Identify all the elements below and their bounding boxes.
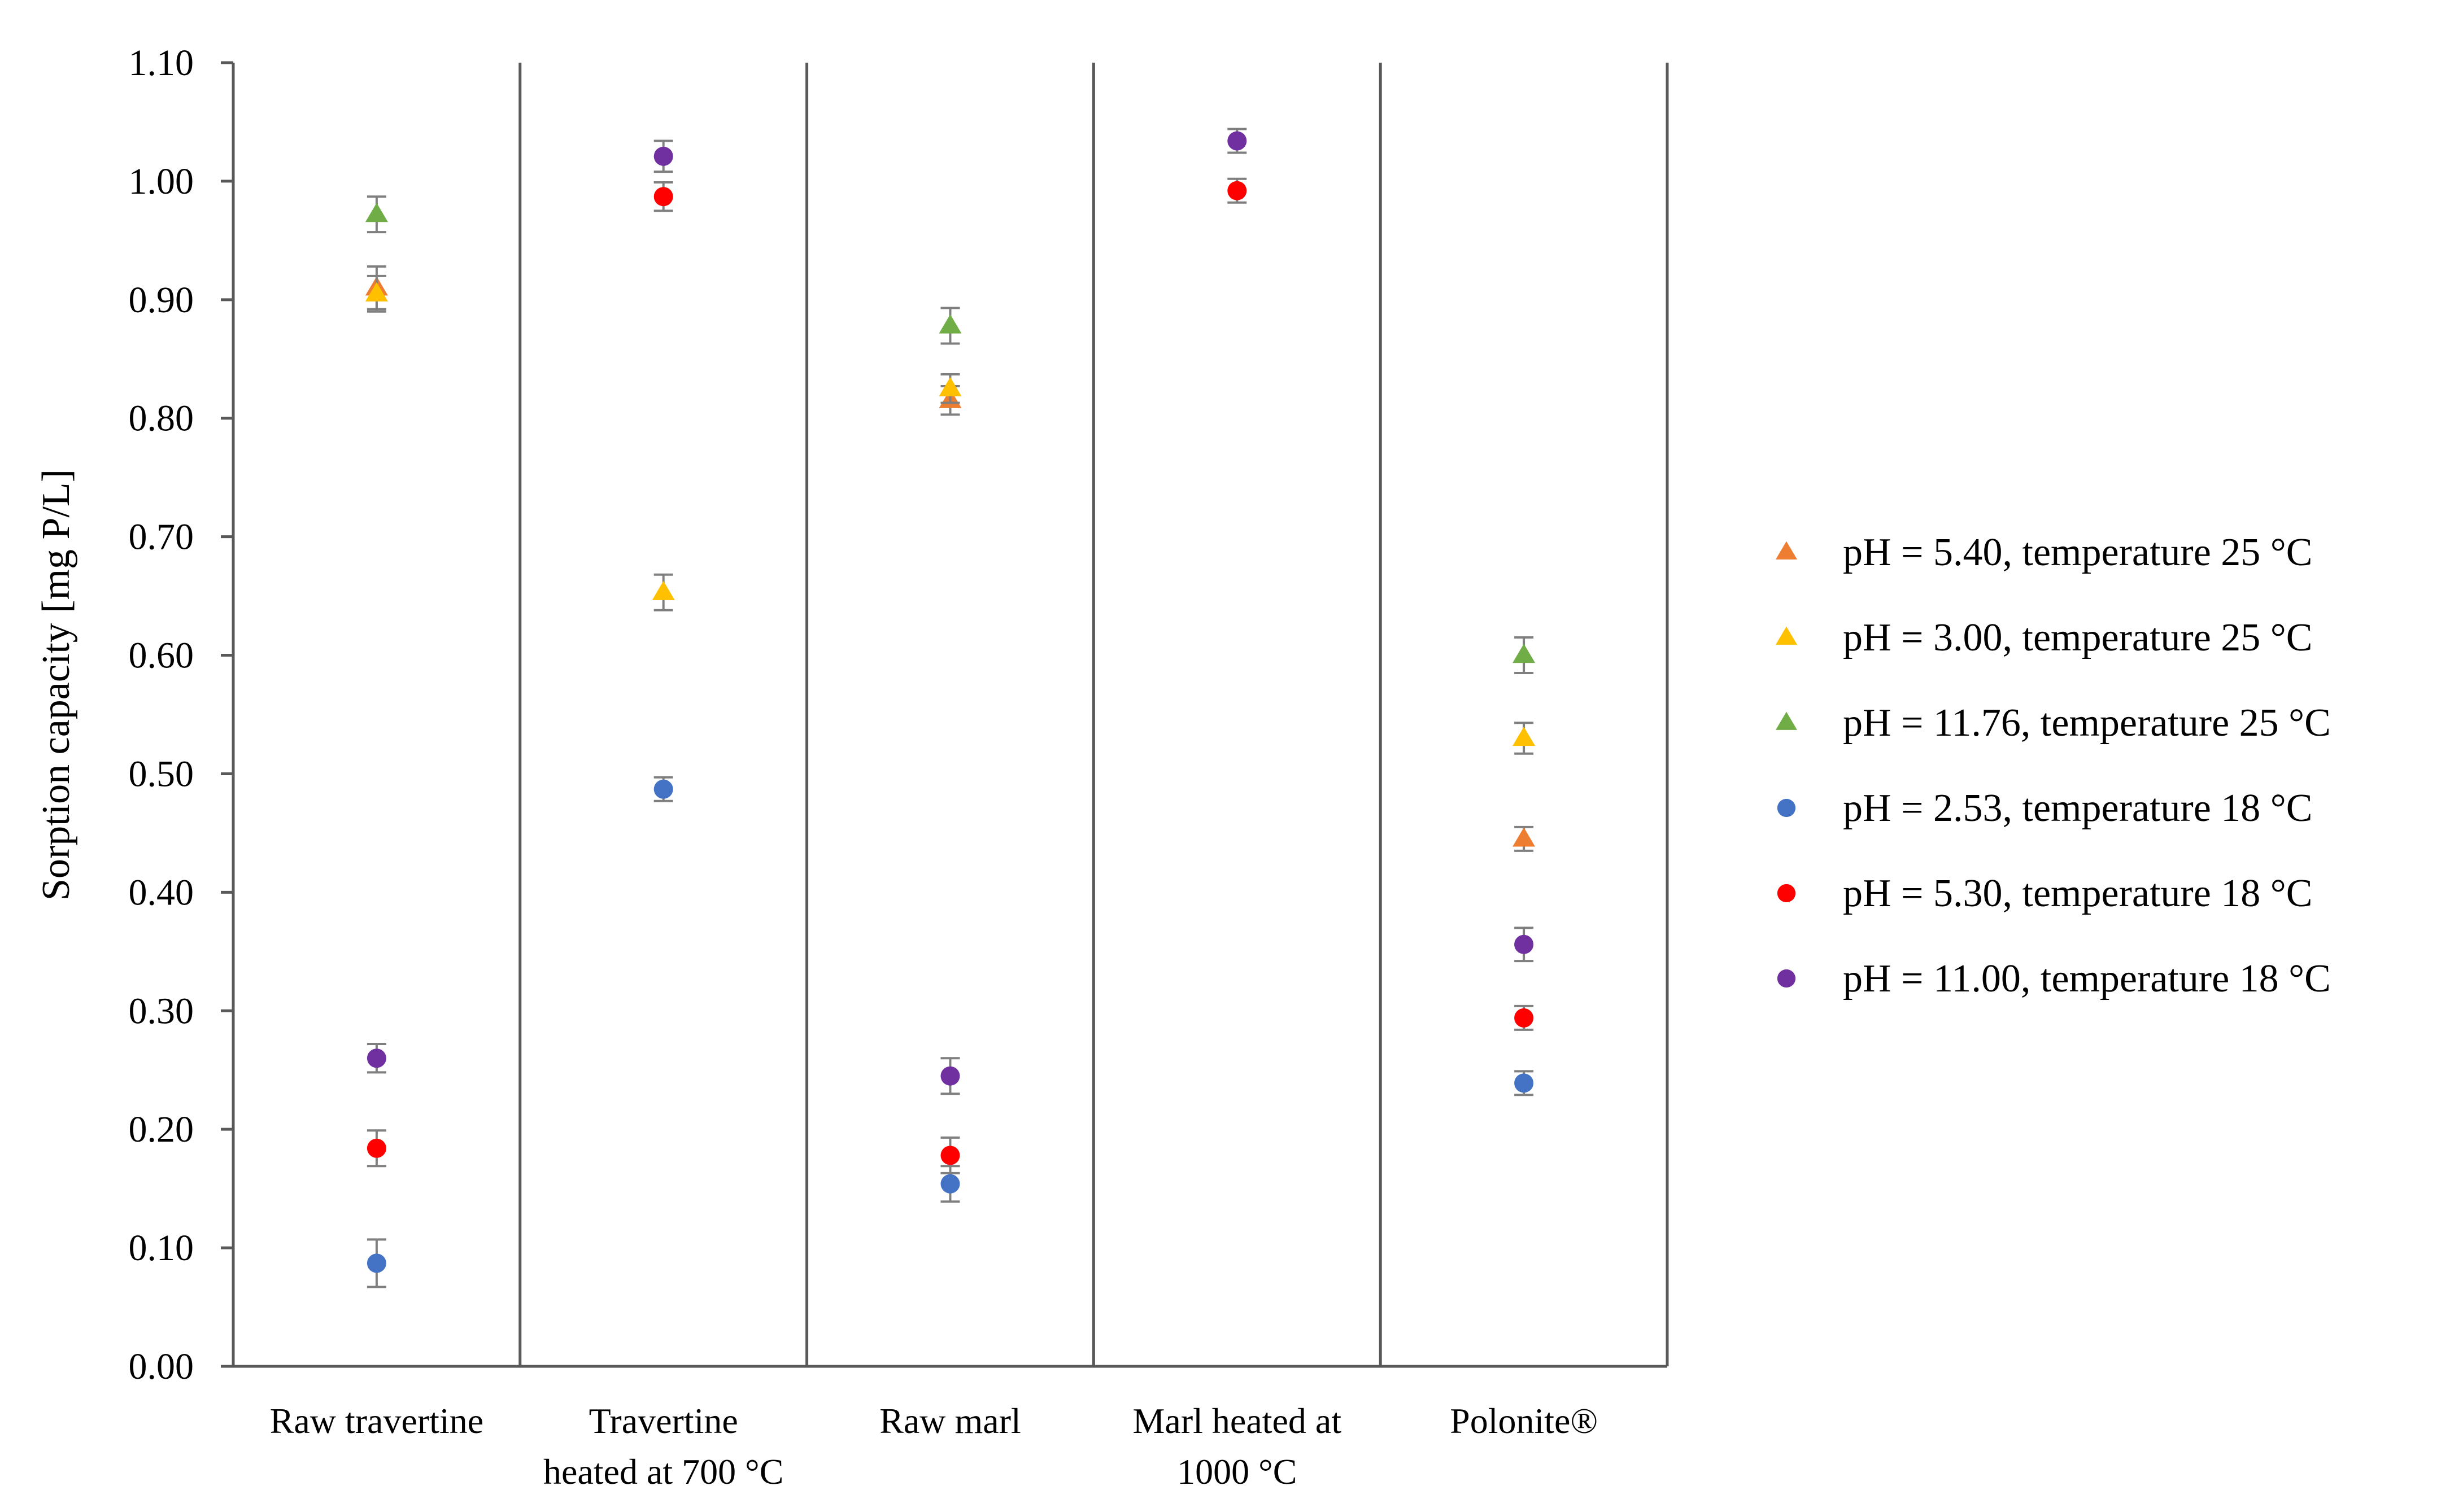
category-label: Travertine: [589, 1401, 738, 1441]
category-label: Raw marl: [879, 1401, 1021, 1441]
data-point: [940, 1146, 960, 1165]
data-point: [1514, 1073, 1534, 1093]
y-tick-label: 0.50: [129, 753, 194, 794]
y-tick-label: 0.80: [129, 398, 194, 439]
data-point: [1227, 181, 1247, 200]
data-point: [939, 377, 962, 396]
category-label: heated at 700 °C: [543, 1452, 783, 1492]
y-tick-label: 0.40: [129, 872, 194, 913]
legend-marker: [1777, 884, 1796, 903]
legend-label: pH = 11.00, temperature 18 °C: [1843, 957, 2331, 1000]
legend-label: pH = 5.40, temperature 25 °C: [1843, 531, 2312, 574]
data-point: [1512, 644, 1536, 663]
data-point: [365, 203, 388, 222]
legend: pH = 5.40, temperature 25 °C pH = 3.00, t…: [1776, 531, 2331, 1000]
data-point: [367, 1048, 386, 1068]
data-point: [1514, 934, 1534, 954]
y-tick-label: 0.00: [129, 1346, 194, 1387]
legend-label: pH = 5.30, temperature 18 °C: [1843, 872, 2312, 915]
data-point: [653, 146, 673, 166]
y-tick-label: 0.30: [129, 990, 194, 1032]
y-axis-title: Sorption capacity [mg P/L]: [34, 469, 78, 901]
data-point: [1227, 131, 1247, 151]
data-point: [1514, 1008, 1534, 1028]
data-point: [940, 1066, 960, 1086]
y-tick-label: 0.20: [129, 1109, 194, 1150]
legend-marker: [1777, 798, 1796, 818]
y-tick-label: 0.10: [129, 1227, 194, 1269]
data-point: [653, 187, 673, 207]
y-tick-label: 0.90: [129, 279, 194, 321]
legend-marker: [1776, 541, 1797, 560]
legend-marker: [1776, 711, 1797, 730]
y-tick-label: 0.60: [129, 635, 194, 676]
y-tick-label: 1.10: [129, 42, 194, 84]
data-point: [940, 1174, 960, 1194]
data-point: [1512, 827, 1536, 847]
category-label: Polonite®: [1450, 1401, 1598, 1441]
data-point: [939, 314, 962, 334]
legend-marker: [1776, 626, 1797, 645]
y-tick-label: 1.00: [129, 161, 194, 202]
category-label: Marl heated at: [1133, 1401, 1342, 1441]
data-point: [365, 282, 388, 301]
category-label: 1000 °C: [1177, 1452, 1297, 1492]
category-label: Raw travertine: [270, 1401, 484, 1441]
data-point: [652, 580, 675, 600]
legend-label: pH = 2.53, temperature 18 °C: [1843, 786, 2312, 830]
data-point: [367, 1253, 386, 1273]
legend-marker: [1777, 969, 1796, 988]
data-point: [1512, 727, 1536, 746]
data-point: [367, 1138, 386, 1158]
plot-area: 0.00 0.10 0.20 0.30 0.40 0.50 0.60 0.70 0.80 0.90…: [129, 42, 1669, 1492]
data-point: [653, 779, 673, 799]
legend-label: pH = 11.76, temperature 25 °C: [1843, 701, 2331, 745]
y-tick-label: 0.70: [129, 517, 194, 558]
legend-label: pH = 3.00, temperature 25 °C: [1843, 616, 2312, 659]
